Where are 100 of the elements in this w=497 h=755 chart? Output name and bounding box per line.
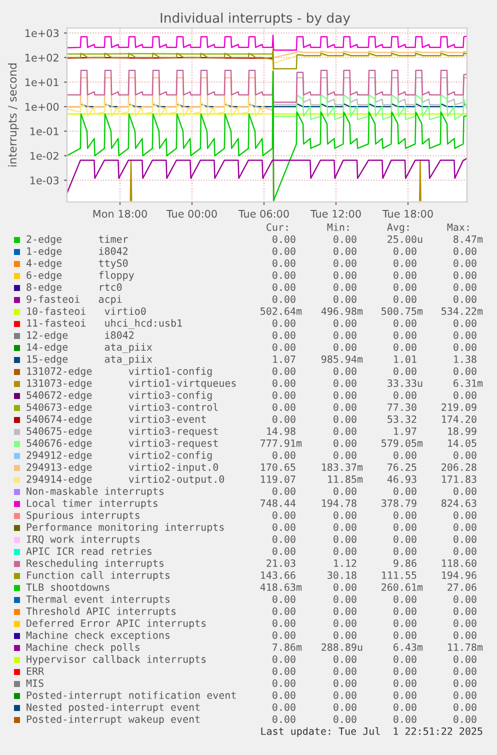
y-tick-label: 1e+00: [25, 102, 59, 111]
text: 0.00: [334, 715, 356, 723]
legend-label: Hypervisor callback interrupts: [26, 655, 206, 665]
text: 1.07: [273, 355, 296, 363]
text: 171.83: [442, 475, 476, 483]
text: 0.00: [454, 367, 476, 375]
text: 0.00: [272, 703, 296, 711]
text: 183.37m: [322, 463, 363, 471]
text: 0.00: [272, 523, 296, 531]
text: 0.00: [272, 343, 296, 351]
text: 0.00: [272, 331, 296, 339]
text: 0.00: [272, 259, 296, 267]
text: 0.00: [334, 451, 356, 459]
text: 0.00: [454, 619, 476, 627]
text: Cur:: [266, 223, 288, 231]
text: 206.28: [442, 463, 476, 471]
legend-label: 8-edge rtc0: [26, 283, 122, 293]
y-tick-label: 1e+02: [25, 54, 58, 62]
text: 0.00: [334, 607, 356, 615]
text: 0.00: [272, 367, 296, 375]
text: 0.00: [334, 595, 356, 603]
text: 0.00: [454, 391, 476, 399]
text: 0.00: [394, 619, 416, 627]
text: 0.00: [394, 367, 416, 375]
text: 27.06: [448, 583, 476, 591]
text: 985.94m: [321, 355, 363, 363]
text: 0.00: [394, 631, 416, 639]
text: 118.60: [442, 559, 476, 567]
text: 1.01: [394, 355, 416, 363]
text: Max:: [447, 223, 469, 231]
text: 0.00: [334, 703, 356, 711]
text: 18.99: [448, 427, 476, 435]
text: 0.00: [454, 607, 476, 615]
text: 288.89u: [322, 643, 362, 651]
text: 0.00: [334, 379, 356, 387]
text: 0.00: [394, 343, 416, 351]
text: 0.00: [334, 403, 356, 411]
text: 0.00: [334, 535, 356, 543]
text: 0.00: [334, 415, 356, 423]
text: 0.00: [454, 535, 476, 543]
text: 0.00: [334, 367, 356, 375]
text: Avg:: [387, 223, 409, 233]
y-tick-label: 1e-03: [30, 176, 59, 184]
legend-label: Rescheduling interrupts: [26, 559, 164, 569]
text: 0.00: [272, 451, 296, 459]
y-tick-label: 1e-02: [30, 152, 58, 160]
text: 0.00: [334, 319, 356, 327]
text: 111.55: [382, 571, 416, 579]
text: 0.00: [454, 511, 476, 519]
text: 0.00: [272, 403, 296, 411]
legend-label: TLB shootdowns: [26, 583, 110, 591]
legend-label: 540676-edge virtio3-request: [26, 439, 218, 449]
legend-label: 14-edge ata_piix: [27, 343, 152, 353]
chart-title: Individual interrupts - by day: [160, 12, 350, 26]
text: 0.00: [394, 331, 416, 339]
text: 0.00: [334, 619, 356, 627]
text: 0.00: [394, 679, 416, 687]
text: 0.00: [454, 655, 476, 663]
text: 174.20: [442, 415, 476, 423]
legend-label: 540673-edge virtio3-control: [26, 403, 218, 413]
text: 0.00: [394, 691, 416, 699]
legend-label: Posted-interrupt wakeup event: [26, 715, 200, 725]
x-tick-label: Mon 18:00: [93, 210, 147, 218]
text: 0.00: [394, 667, 416, 675]
legend-label: Machine check polls: [26, 643, 140, 653]
text: 0.00: [272, 595, 296, 603]
text: 0.00: [454, 679, 476, 687]
text: 0.00: [394, 511, 416, 519]
legend-label: Threshold APIC interrupts: [26, 607, 176, 617]
text: 0.00: [272, 679, 296, 687]
text: 1.12: [334, 559, 356, 567]
text: 0.00: [454, 295, 476, 303]
text: 8.47m: [454, 235, 483, 243]
text: 0.00: [334, 331, 356, 339]
text: 11.78m: [448, 643, 483, 651]
text: 0.00: [454, 319, 476, 327]
text: 0.00: [334, 547, 356, 555]
text: 0.00: [272, 415, 296, 423]
text: 0.00: [272, 379, 296, 387]
text: 0.00: [272, 715, 296, 723]
legend-label: MIS: [26, 679, 44, 687]
text: 0.00: [454, 667, 476, 675]
text: 0.00: [394, 595, 416, 603]
text: 7.86m: [272, 643, 302, 651]
text: 0.00: [334, 427, 356, 435]
y-tick-label: 1e-01: [30, 127, 58, 136]
text: 418.63m: [260, 583, 302, 591]
legend-label: Non-maskable interrupts: [26, 487, 164, 497]
text: 0.00: [334, 655, 356, 663]
text: 0.00: [334, 511, 356, 519]
text: 0.00: [272, 295, 296, 303]
y-axis-title: interrupts / second: [8, 64, 19, 166]
text: 0.00: [394, 487, 416, 495]
text: 0.00: [454, 547, 476, 555]
text: 0.00: [272, 535, 296, 543]
text: Min:: [327, 223, 349, 231]
legend-label: 131072-edge virtio1-config: [27, 367, 212, 377]
text: 0.00: [272, 247, 296, 255]
text: 46.93: [387, 475, 416, 483]
text: 0.00: [394, 259, 416, 267]
